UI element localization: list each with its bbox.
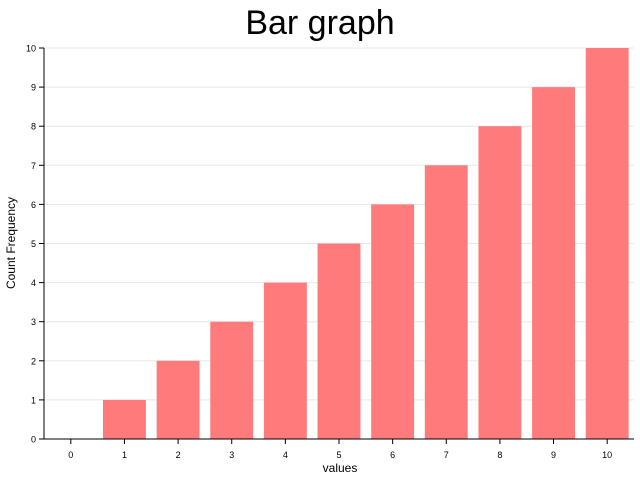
bar-4	[263, 282, 307, 439]
bar-9	[532, 87, 575, 439]
x-tick-label-4: 4	[283, 450, 288, 460]
y-tick-label-3: 3	[31, 317, 36, 327]
axes	[39, 47, 634, 444]
x-tick-label-9: 9	[551, 450, 556, 460]
x-tick-label-1: 1	[122, 450, 127, 460]
y-tick-label-7: 7	[31, 161, 36, 171]
y-tick-label-2: 2	[31, 356, 36, 366]
x-tick-label-2: 2	[176, 450, 181, 460]
x-tick-label-10: 10	[602, 450, 612, 460]
x-axis-label: values	[323, 461, 358, 475]
x-tick-label-7: 7	[444, 450, 449, 460]
y-tick-label-6: 6	[31, 200, 36, 210]
chart-title: Bar graph	[245, 4, 395, 42]
bar-8	[478, 126, 522, 439]
y-tick-label-8: 8	[31, 122, 36, 132]
bar-5	[317, 243, 361, 439]
x-tick-label-5: 5	[336, 450, 341, 460]
x-tick-label-8: 8	[497, 450, 502, 460]
y-tick-label-9: 9	[31, 83, 36, 93]
x-tick-label-3: 3	[229, 450, 234, 460]
bars	[103, 48, 629, 440]
y-tick-label-5: 5	[31, 239, 36, 249]
bar-10	[585, 48, 629, 439]
y-tick-label-10: 10	[26, 44, 36, 54]
tick-labels: 0 1 2 3 4 5 6 7 8 9 10 0 1 2 3 4 5 6 7 8 9 10	[26, 44, 612, 461]
y-axis-label: Count Frequency	[4, 197, 18, 289]
bar-6	[371, 204, 415, 439]
bar-3	[210, 321, 254, 439]
x-tick-label-6: 6	[390, 450, 395, 460]
bar-7	[424, 165, 468, 440]
bar-2	[156, 360, 200, 439]
x-tick-label-0: 0	[68, 450, 73, 460]
y-tick-label-1: 1	[31, 395, 36, 405]
bar-1	[103, 399, 146, 439]
y-tick-label-4: 4	[31, 278, 36, 288]
y-tick-label-0: 0	[31, 435, 36, 445]
